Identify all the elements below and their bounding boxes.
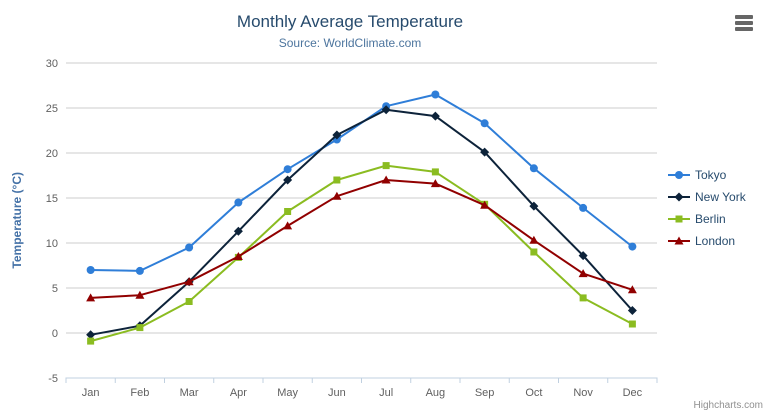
data-point-marker[interactable]: [675, 171, 683, 179]
legend-marker-triangle-icon: [668, 236, 690, 245]
x-axis-label: Jun: [328, 387, 346, 399]
legend-item-tokyo[interactable]: Tokyo: [668, 164, 746, 186]
data-point-marker[interactable]: [136, 324, 144, 332]
data-point-marker[interactable]: [185, 243, 194, 252]
series-line-new-york: [89, 108, 634, 336]
data-point-marker[interactable]: [185, 298, 193, 305]
y-axis-label: 30: [46, 58, 58, 70]
data-point-marker[interactable]: [284, 208, 292, 215]
data-point-marker[interactable]: [674, 192, 684, 202]
data-point-marker[interactable]: [135, 266, 144, 275]
legend-marker-diamond-icon: [668, 192, 690, 202]
data-point-marker[interactable]: [578, 269, 588, 278]
data-point-marker[interactable]: [234, 198, 243, 207]
x-axis-label: Dec: [623, 387, 643, 399]
x-axis-label: Aug: [426, 387, 446, 399]
highcharts-credits-link[interactable]: Highcharts.com: [693, 400, 763, 411]
chart-title: Monthly Average Temperature: [236, 12, 464, 31]
y-axis-title: Temperature (°C): [10, 172, 24, 269]
series-line-tokyo: [89, 93, 634, 272]
legend-marker-square-icon: [668, 215, 690, 223]
y-axis-label: -5: [48, 373, 58, 385]
data-point-marker[interactable]: [283, 165, 292, 174]
data-point-marker[interactable]: [530, 248, 538, 256]
legend-label: Tokyo: [695, 168, 727, 182]
menu-bar: [735, 21, 753, 25]
series-new-york: [86, 105, 637, 340]
data-point-marker[interactable]: [333, 176, 341, 184]
legend-label: London: [695, 234, 736, 248]
data-point-marker[interactable]: [480, 119, 489, 128]
x-axis-label: Jul: [379, 387, 393, 399]
legend-label: Berlin: [695, 212, 726, 226]
data-point-marker[interactable]: [675, 215, 683, 223]
data-point-marker[interactable]: [381, 105, 391, 115]
data-point-marker[interactable]: [480, 200, 490, 209]
x-axis-label: Mar: [180, 387, 199, 399]
data-point-marker[interactable]: [579, 294, 587, 302]
y-axis-label: 15: [46, 193, 58, 205]
data-point-marker[interactable]: [480, 147, 490, 157]
data-point-marker[interactable]: [233, 226, 243, 236]
y-axis-title-wrap: Temperature (°C): [4, 63, 30, 378]
data-point-marker[interactable]: [674, 236, 684, 245]
y-axis-label: 10: [46, 238, 58, 250]
y-axis-label: 5: [52, 283, 58, 295]
x-axis-label: May: [277, 387, 298, 399]
data-point-marker[interactable]: [579, 203, 588, 212]
data-point-marker[interactable]: [184, 277, 194, 286]
data-point-marker[interactable]: [86, 293, 96, 302]
data-point-marker[interactable]: [431, 90, 440, 99]
data-point-marker[interactable]: [87, 337, 95, 345]
data-point-marker[interactable]: [233, 252, 243, 260]
x-axis-label: Apr: [230, 387, 247, 399]
data-point-marker[interactable]: [627, 306, 637, 315]
legend-marker-circle-icon: [668, 171, 690, 179]
legend: Tokyo New York Berlin London: [668, 164, 746, 252]
legend-label: New York: [695, 190, 746, 204]
x-axis-label: Feb: [130, 387, 149, 399]
data-point-marker[interactable]: [529, 235, 539, 244]
series-line-london: [89, 179, 634, 299]
x-axis-label: Oct: [525, 387, 542, 399]
data-point-marker[interactable]: [86, 266, 95, 274]
x-axis-label: Nov: [573, 387, 593, 399]
data-point-marker[interactable]: [382, 162, 390, 170]
y-axis-label: 0: [52, 328, 58, 340]
export-menu-icon[interactable]: [735, 15, 755, 31]
data-point-marker[interactable]: [628, 320, 636, 328]
legend-item-new-york[interactable]: New York: [668, 186, 746, 208]
data-point-marker[interactable]: [529, 164, 538, 173]
data-point-marker[interactable]: [135, 290, 145, 299]
chart-subtitle: Source: WorldClimate.com: [278, 36, 422, 50]
data-point-marker[interactable]: [381, 175, 391, 184]
data-point-marker[interactable]: [332, 130, 342, 140]
data-point-marker[interactable]: [283, 221, 293, 230]
x-axis-label: Sep: [475, 387, 495, 399]
data-point-marker[interactable]: [578, 251, 588, 261]
menu-bar: [735, 27, 753, 31]
series-london: [86, 175, 637, 302]
series-line-berlin: [89, 164, 634, 343]
data-point-marker[interactable]: [431, 168, 439, 176]
y-axis-label: 20: [46, 148, 58, 160]
y-axis-label: 25: [46, 103, 58, 115]
data-point-marker[interactable]: [332, 191, 342, 200]
data-point-marker[interactable]: [430, 179, 440, 188]
data-point-marker[interactable]: [430, 111, 440, 121]
x-axis-label: Jan: [82, 387, 100, 399]
menu-bar: [735, 15, 753, 19]
data-point-marker[interactable]: [627, 285, 637, 294]
data-point-marker[interactable]: [628, 242, 637, 251]
data-point-marker[interactable]: [529, 201, 539, 211]
data-point-marker[interactable]: [86, 330, 96, 340]
legend-item-london[interactable]: London: [668, 230, 746, 252]
data-point-marker[interactable]: [283, 175, 293, 185]
series-tokyo: [86, 90, 637, 275]
legend-item-berlin[interactable]: Berlin: [668, 208, 746, 230]
